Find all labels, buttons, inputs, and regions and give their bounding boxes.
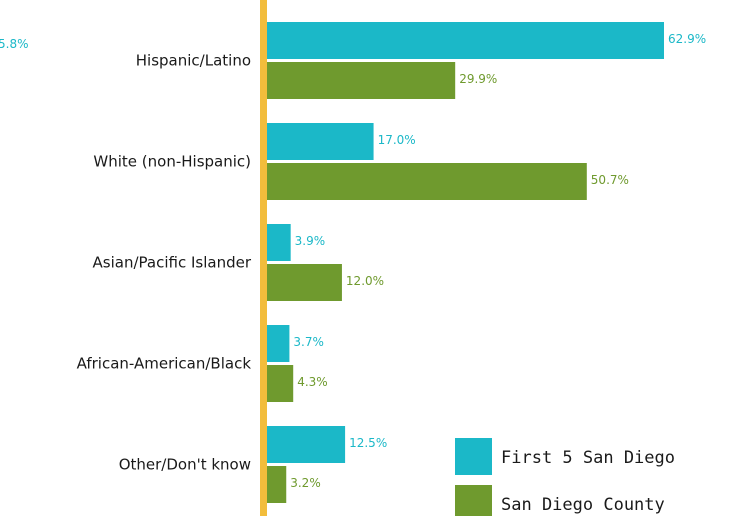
data-label-first5: 3.9% [295, 234, 326, 248]
bar-first5 [266, 22, 664, 59]
data-label-first5: 12.5% [349, 436, 387, 450]
data-label-county: 50.7% [591, 173, 629, 187]
bar-first5 [266, 426, 346, 463]
clipped-value-label: 5.8% [0, 37, 29, 51]
bar-county [266, 163, 587, 200]
legend-swatch-county [455, 485, 492, 516]
bar-county [266, 62, 456, 99]
data-label-first5: 17.0% [378, 133, 416, 147]
data-label-first5: 62.9% [668, 32, 706, 46]
bar-county [266, 466, 287, 503]
data-label-first5: 3.7% [293, 335, 324, 349]
bar-county [266, 264, 342, 301]
legend-swatch-first5 [455, 438, 492, 475]
category-label: Other/Don't know [119, 456, 251, 474]
bar-county [266, 365, 294, 402]
category-label: African-American/Black [77, 355, 252, 373]
data-label-county: 29.9% [459, 72, 497, 86]
legend-label-county: San Diego County [501, 495, 665, 515]
category-label: Asian/Pacific Islander [93, 254, 252, 272]
bar-first5 [266, 325, 290, 362]
data-label-county: 4.3% [297, 375, 328, 389]
data-label-county: 12.0% [346, 274, 384, 288]
bar-first5 [266, 224, 291, 261]
y-axis-line [260, 0, 267, 516]
category-label: White (non-Hispanic) [93, 153, 251, 171]
data-label-county: 3.2% [290, 476, 321, 490]
legend-label-first5: First 5 San Diego [501, 448, 675, 468]
category-label: Hispanic/Latino [136, 52, 251, 70]
bar-first5 [266, 123, 374, 160]
